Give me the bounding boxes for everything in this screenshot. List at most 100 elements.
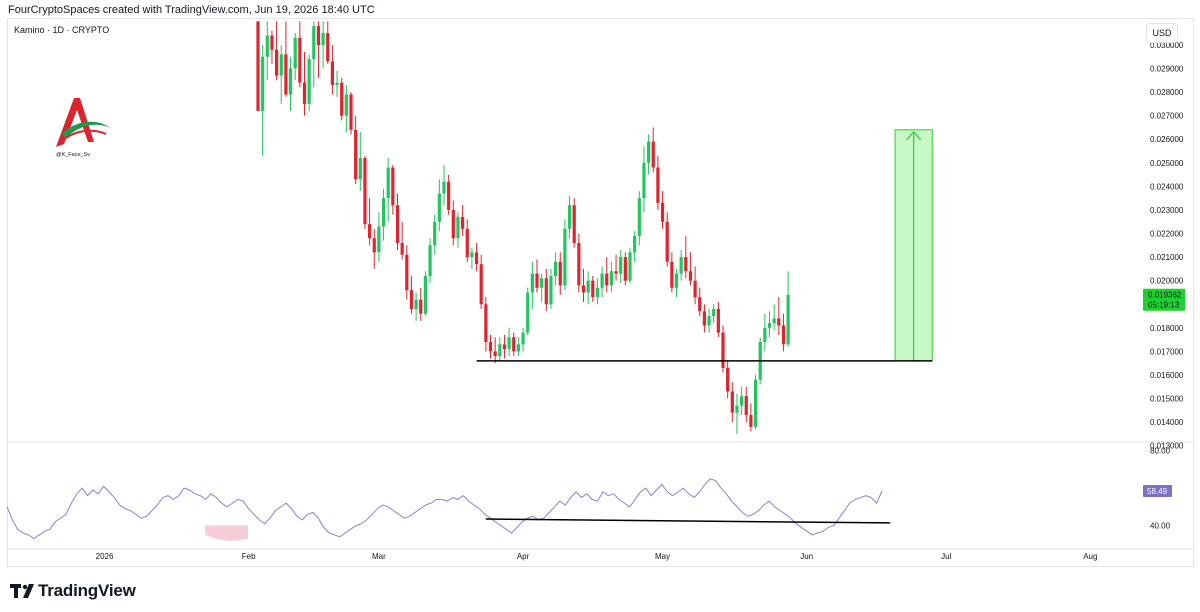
candle-body [744,396,748,416]
candle [275,21,279,81]
rsi-line [6,478,883,540]
candle [423,271,427,317]
candle-body [688,271,693,281]
candle-body [572,205,576,243]
candle [716,301,720,338]
candle [498,337,502,361]
candle-body [442,181,446,194]
candle-body [535,273,539,288]
candle-body [330,61,334,86]
candle-body [461,217,465,229]
candle-body [381,198,386,227]
candle [372,228,376,269]
candle [507,327,511,357]
candle [479,254,483,309]
candle-body [730,391,734,413]
candle-body [586,280,590,293]
logo-caption: @K_Face_Sv [56,152,90,158]
candle-body [577,242,581,286]
candle-body [674,273,679,288]
candle-body [293,37,297,69]
candle-body [735,405,739,413]
candle [721,325,725,373]
target-arrow-head [906,130,922,141]
candle [563,219,567,291]
candle [554,252,558,286]
candle [428,238,432,284]
candle [744,386,748,423]
candle-body [628,252,632,281]
candle [358,132,362,192]
candle-body [493,351,497,357]
candle [270,30,274,64]
candle [740,386,744,416]
price-tick-label: 0.029000 [1150,65,1184,74]
candle-body [656,167,660,203]
candle [605,257,609,293]
candle [595,278,600,305]
chart-header: FourCryptoSpaces created with TradingVie… [8,4,375,16]
candle [619,250,623,284]
price-tick-label: 0.023000 [1150,206,1184,215]
candle [293,33,297,81]
candle-body [349,94,353,130]
candle [637,191,641,246]
candle [335,70,339,97]
candle-body [270,35,274,50]
candle-body [386,167,390,199]
candle [261,44,265,156]
candle [400,221,404,260]
candle-body [600,273,604,288]
candle [326,21,330,64]
price-tick-label: 0.014000 [1150,418,1184,427]
candle [391,165,395,215]
candle-body [544,278,548,305]
time-tick-label: Aug [1083,552,1097,561]
candle [284,21,288,97]
candle-body [767,323,772,328]
candle-body [623,257,627,281]
time-tick-label: May [655,552,670,561]
candle [777,297,781,335]
candle [502,334,507,359]
candle-body [660,202,665,222]
candle-body [707,316,711,326]
candle [767,311,772,338]
candle [763,313,767,352]
candle-body [451,209,455,239]
currency-button[interactable]: USD [1146,23,1178,43]
candle-body [726,367,730,392]
candle [633,231,637,262]
candle-body [558,261,562,286]
candle [688,252,693,286]
candle-body [363,158,367,225]
candle [670,252,674,293]
candle [349,92,353,135]
candle [474,242,479,272]
candle-body [526,292,530,333]
candle [363,155,367,229]
candle-body [470,252,474,258]
candle-body [763,327,767,342]
tradingview-footer[interactable]: TradingView [10,579,136,603]
candle-body [521,332,525,345]
candle-body [312,26,316,60]
candle-body [595,287,600,298]
candle [772,304,776,331]
candle-body [716,308,720,333]
candle-body [488,341,493,352]
candle-body [340,82,344,116]
candle [409,275,414,314]
candle [330,44,334,95]
candle [679,250,683,281]
candle-body [698,297,702,312]
rsi-tick-label: 80.00 [1150,447,1171,456]
candle-body [670,261,674,288]
candle [702,304,706,333]
candle [316,21,321,78]
candle-body [712,308,716,317]
candle-body [642,162,646,199]
candle [753,374,758,430]
time-tick-label: Jul [941,552,951,561]
